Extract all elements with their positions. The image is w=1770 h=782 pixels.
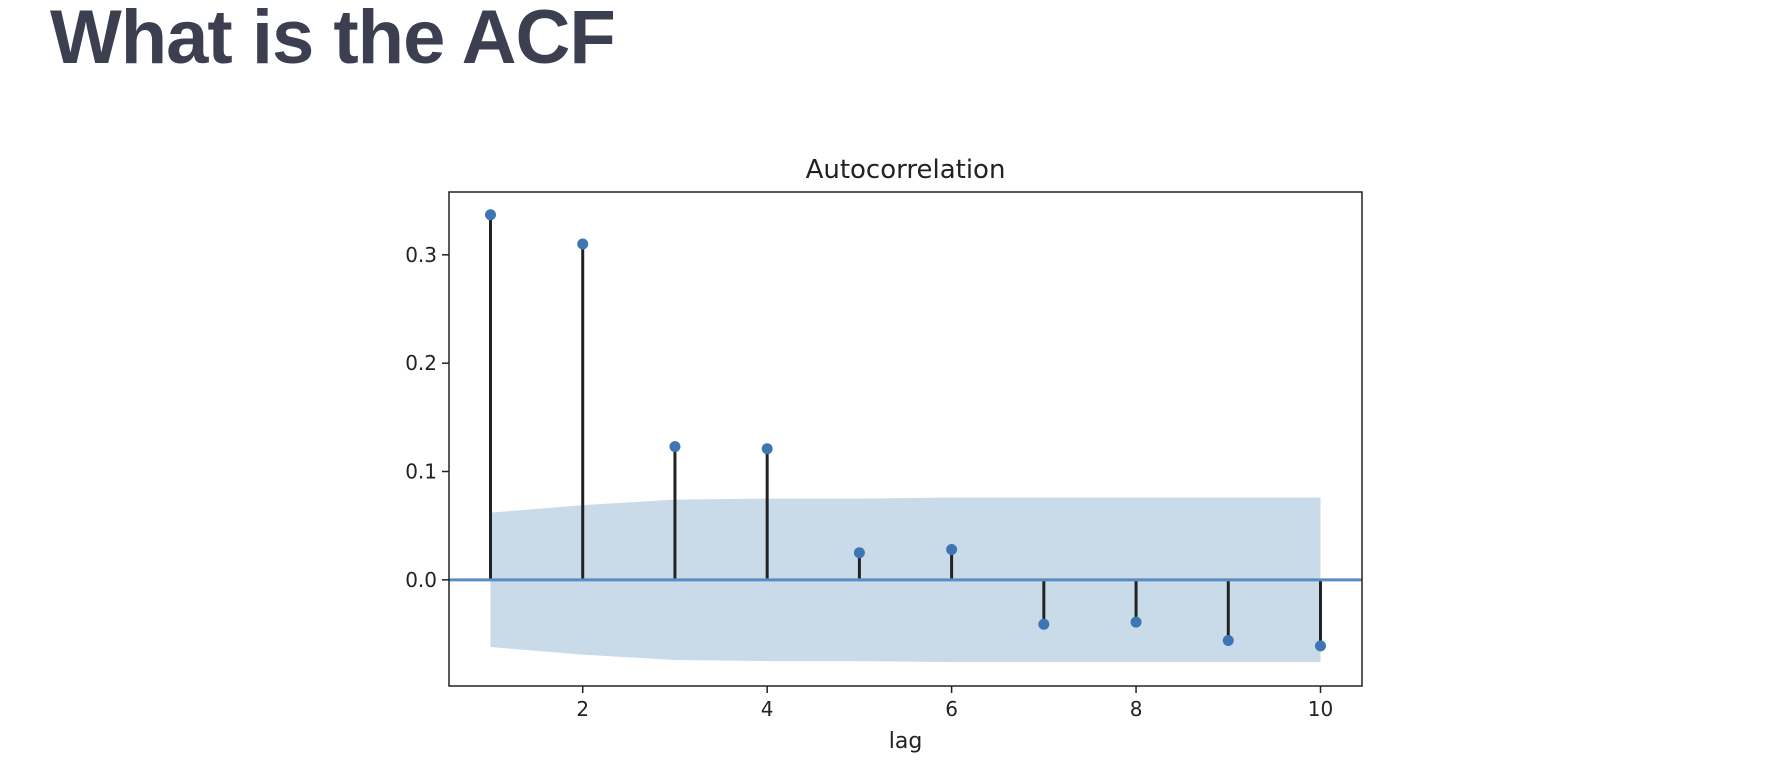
acf-marker <box>946 544 958 555</box>
plot-frame <box>448 191 1363 687</box>
acf-marker <box>485 209 496 221</box>
x-tick-label: 6 <box>945 697 958 721</box>
acf-marker <box>669 441 681 453</box>
acf-marker <box>1222 635 1234 646</box>
slide-title: What is the ACF <box>50 0 616 80</box>
x-tick-label: 10 <box>1308 697 1333 721</box>
chart-title: Autocorrelation <box>806 155 1006 185</box>
tick-layer: 2 4 6 8 10 0.0 0.1 0.2 0.3 <box>405 243 1333 721</box>
x-tick-label: 2 <box>576 697 589 721</box>
marker-layer <box>485 209 1326 652</box>
x-tick-label: 8 <box>1130 697 1143 721</box>
acf-marker <box>577 238 589 250</box>
x-axis-title: lag <box>889 729 923 754</box>
y-tick-label: 0.3 <box>405 243 437 267</box>
acf-marker <box>761 443 773 455</box>
y-tick-label: 0.0 <box>405 568 437 592</box>
stem-layer <box>489 214 1322 646</box>
x-tick-label: 4 <box>761 697 774 721</box>
y-tick-label: 0.1 <box>405 460 437 484</box>
plot-frame-layer <box>448 191 1363 687</box>
acf-marker <box>1130 616 1142 628</box>
acf-marker <box>853 547 865 559</box>
y-tick-label: 0.2 <box>405 351 437 375</box>
acf-marker <box>1038 618 1050 630</box>
acf-marker <box>1315 640 1326 652</box>
